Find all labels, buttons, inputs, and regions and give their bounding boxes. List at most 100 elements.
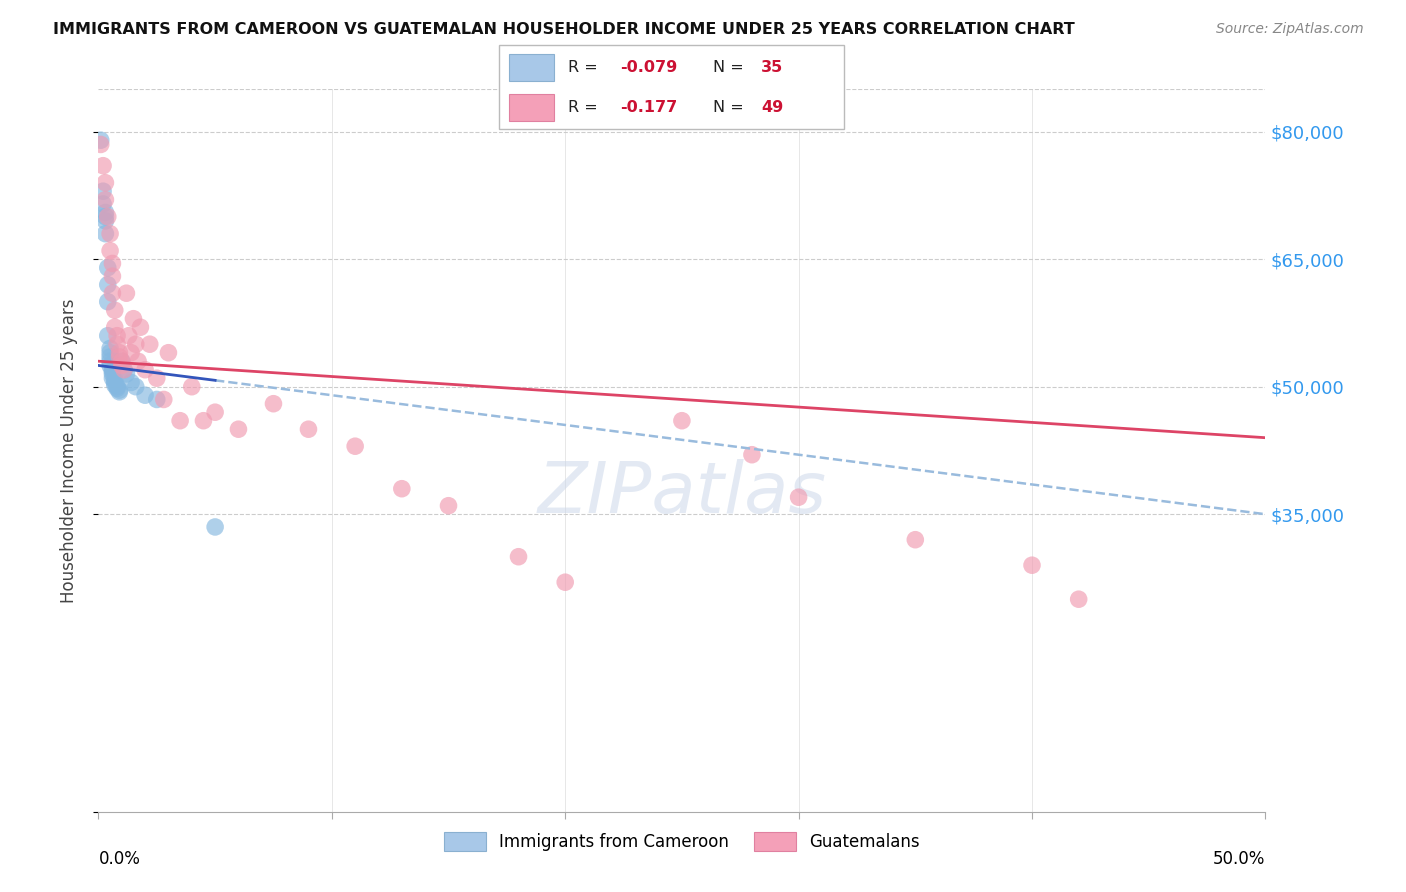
Point — [139, 337, 162, 351]
Point — [101, 367, 124, 381]
Text: -0.177: -0.177 — [620, 100, 676, 115]
Point — [91, 184, 114, 198]
Point — [97, 210, 120, 224]
FancyBboxPatch shape — [509, 54, 554, 81]
Point — [104, 373, 127, 387]
Point — [391, 482, 413, 496]
Point — [98, 345, 121, 359]
Point — [91, 159, 114, 173]
Point — [98, 244, 121, 258]
Text: R =: R = — [568, 60, 603, 75]
Point — [297, 422, 319, 436]
Point — [787, 490, 810, 504]
Point — [146, 392, 169, 407]
Point — [554, 575, 576, 590]
Point — [90, 133, 112, 147]
Point — [97, 294, 120, 309]
Point — [134, 362, 156, 376]
Point — [193, 414, 215, 428]
Point — [111, 354, 134, 368]
Text: 0.0%: 0.0% — [98, 850, 141, 868]
Point — [152, 392, 174, 407]
Point — [105, 328, 128, 343]
Point — [111, 359, 134, 373]
Point — [94, 176, 117, 190]
Point — [169, 414, 191, 428]
Point — [108, 384, 131, 399]
Y-axis label: Householder Income Under 25 years: Householder Income Under 25 years — [59, 298, 77, 603]
Point — [98, 359, 121, 373]
Point — [120, 345, 142, 359]
Point — [125, 337, 148, 351]
Point — [97, 277, 120, 292]
Point — [94, 210, 117, 224]
Point — [122, 311, 145, 326]
Point — [204, 405, 226, 419]
Point — [94, 193, 117, 207]
Point — [101, 364, 124, 378]
Point — [98, 342, 121, 356]
Point — [741, 448, 763, 462]
Text: N =: N = — [713, 60, 748, 75]
Point — [101, 256, 124, 270]
Point — [97, 328, 120, 343]
Point — [134, 388, 156, 402]
Legend: Immigrants from Cameroon, Guatemalans: Immigrants from Cameroon, Guatemalans — [437, 825, 927, 857]
Point — [101, 371, 124, 385]
FancyBboxPatch shape — [499, 45, 844, 129]
Point — [101, 269, 124, 284]
Point — [104, 320, 127, 334]
Point — [108, 383, 131, 397]
Point — [104, 378, 127, 392]
Point — [112, 362, 135, 376]
Point — [115, 367, 138, 381]
Point — [105, 381, 128, 395]
Point — [104, 303, 127, 318]
Text: Source: ZipAtlas.com: Source: ZipAtlas.com — [1216, 22, 1364, 37]
Point — [180, 380, 202, 394]
Text: R =: R = — [568, 100, 607, 115]
Text: IMMIGRANTS FROM CAMEROON VS GUATEMALAN HOUSEHOLDER INCOME UNDER 25 YEARS CORRELA: IMMIGRANTS FROM CAMEROON VS GUATEMALAN H… — [53, 22, 1076, 37]
Point — [228, 422, 250, 436]
Point — [90, 137, 112, 152]
Point — [146, 371, 169, 385]
Text: 49: 49 — [761, 100, 783, 115]
Point — [125, 380, 148, 394]
Point — [508, 549, 530, 564]
Point — [108, 350, 131, 364]
Point — [97, 260, 120, 275]
Point — [118, 328, 141, 343]
Text: N =: N = — [713, 100, 748, 115]
Point — [904, 533, 927, 547]
Point — [437, 499, 460, 513]
Point — [344, 439, 367, 453]
Text: ZIPatlas: ZIPatlas — [537, 459, 827, 528]
Point — [105, 337, 128, 351]
Point — [127, 354, 149, 368]
Text: 50.0%: 50.0% — [1213, 850, 1265, 868]
Point — [120, 376, 142, 390]
Text: -0.079: -0.079 — [620, 60, 676, 75]
Point — [129, 320, 152, 334]
Point — [94, 227, 117, 241]
Point — [111, 354, 134, 368]
Point — [104, 376, 127, 390]
Point — [98, 350, 121, 364]
Point — [1021, 558, 1043, 573]
Point — [98, 227, 121, 241]
Point — [101, 362, 124, 376]
Text: 35: 35 — [761, 60, 783, 75]
Point — [204, 520, 226, 534]
Point — [98, 354, 121, 368]
Point — [108, 345, 131, 359]
Point — [105, 380, 128, 394]
Point — [1067, 592, 1090, 607]
Point — [112, 362, 135, 376]
Point — [91, 197, 114, 211]
Point — [157, 345, 180, 359]
Point — [101, 286, 124, 301]
Point — [671, 414, 693, 428]
Point — [94, 214, 117, 228]
Point — [94, 205, 117, 219]
Point — [262, 397, 284, 411]
